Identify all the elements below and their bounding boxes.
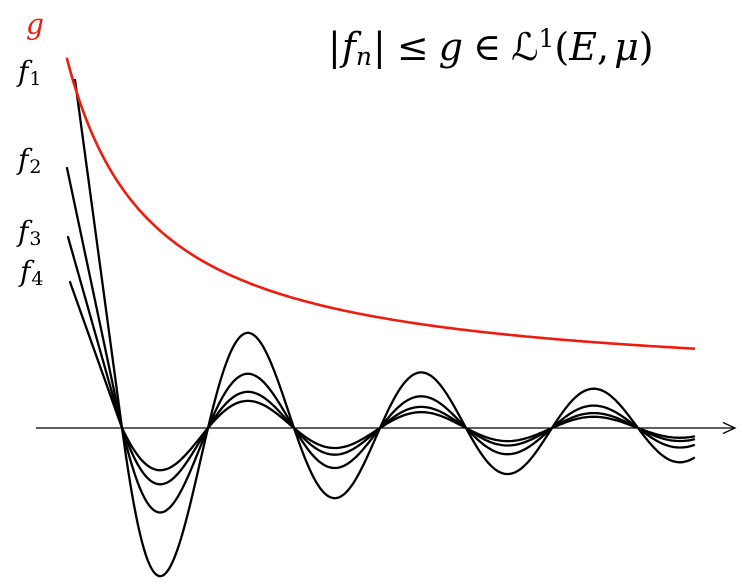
formula-abs-open: | <box>328 25 341 69</box>
formula-leq: ≤ <box>396 25 429 69</box>
formula-sub-n: n <box>355 42 372 71</box>
label-f4: f4 <box>20 255 43 289</box>
label-g: g <box>26 11 44 39</box>
f3-curve <box>66 235 696 486</box>
formula-sup-1: 1 <box>538 24 555 53</box>
label-f3: f3 <box>18 215 41 249</box>
label-f4-base: f <box>20 255 31 288</box>
formula-lparen: ( <box>554 25 570 69</box>
label-g-text: g <box>26 8 44 41</box>
formula-E: E <box>569 25 597 69</box>
label-f2: f2 <box>18 143 41 177</box>
label-f2-base: f <box>18 143 29 176</box>
formula-element-of: ∈ <box>472 25 502 69</box>
f1-curve <box>73 78 696 578</box>
label-f3-base: f <box>18 215 29 248</box>
formula-comma: , <box>596 25 610 69</box>
x-axis-arrowhead <box>722 421 737 435</box>
f2-curve <box>65 166 696 514</box>
label-f4-sub: 4 <box>31 268 44 290</box>
formula-abs-close: | <box>373 25 386 69</box>
label-f1-base: f <box>18 55 29 88</box>
formula-script-L: ℒ <box>511 25 539 69</box>
formula-g: g <box>438 25 463 69</box>
f4-curve <box>68 280 696 472</box>
label-f3-sub: 3 <box>29 228 42 250</box>
formula-f: f <box>341 25 356 69</box>
label-f2-sub: 2 <box>29 156 42 178</box>
label-f1: f1 <box>18 55 41 89</box>
formula-mu: μ <box>614 25 639 69</box>
g-curve <box>65 57 696 350</box>
label-f1-sub: 1 <box>29 68 42 90</box>
formula-rparen: ) <box>638 25 654 69</box>
formula-dominated-bound: |fn| ≤ g ∈ ℒ1(E, μ) <box>327 25 654 71</box>
